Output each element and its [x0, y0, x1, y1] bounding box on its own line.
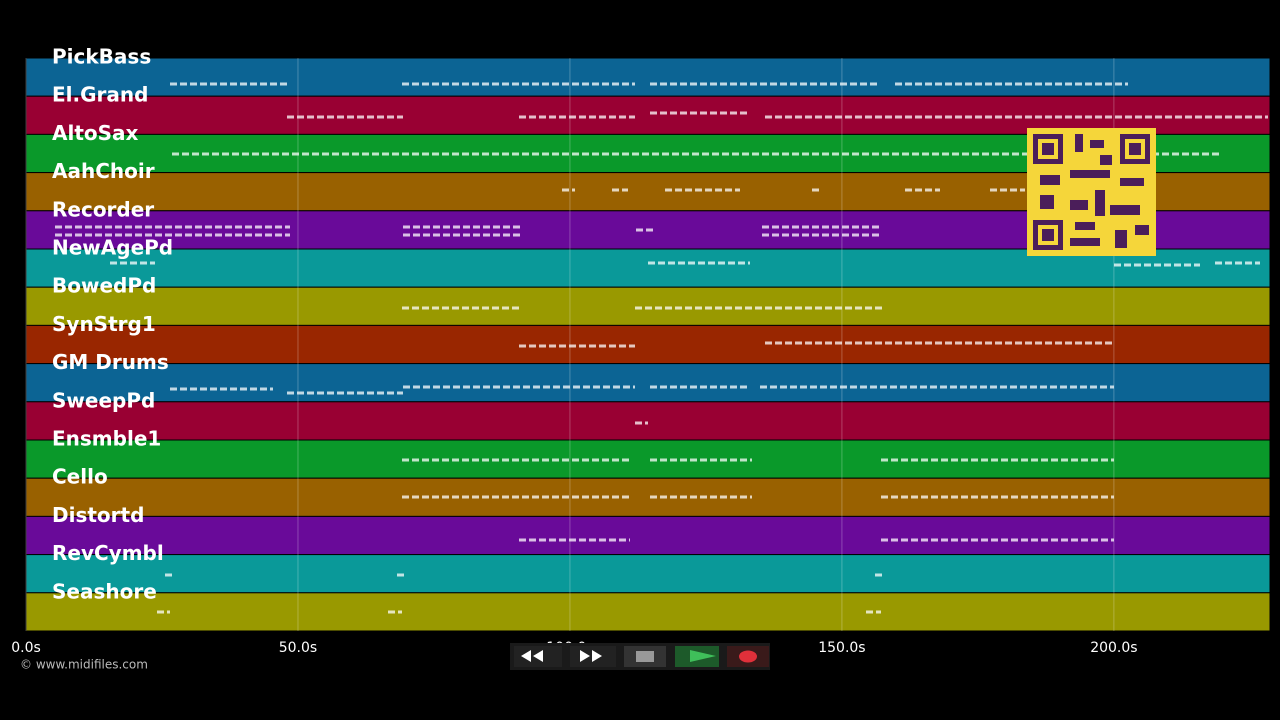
x-tick-label: 0.0s — [11, 640, 41, 656]
track-name: AltoSax — [52, 121, 139, 145]
x-tick-label: 50.0s — [279, 640, 317, 656]
track-name: RevCymbl — [52, 541, 164, 565]
track-name: GM Drums — [52, 350, 169, 374]
track-name: El.Grand — [52, 83, 148, 107]
notes — [55, 82, 1268, 614]
track-row — [25, 592, 1271, 632]
track-row — [25, 363, 1271, 403]
track-row — [25, 57, 1271, 97]
track-name: AahChoir — [52, 159, 155, 183]
track-name: Seashore — [52, 579, 157, 603]
grid — [25, 58, 1115, 631]
track-name: NewAgePd — [52, 236, 173, 260]
play-button[interactable] — [675, 646, 719, 667]
track-row — [25, 324, 1271, 365]
track-name: Ensmble1 — [52, 427, 161, 451]
track-labels: PickBass El.Grand AltoSax AahChoir Recorder N… — [52, 45, 173, 604]
stop-button[interactable] — [624, 646, 666, 667]
track-row — [25, 554, 1271, 594]
track-name: Distortd — [52, 503, 144, 527]
track-row — [25, 515, 1271, 556]
track-row — [25, 286, 1271, 326]
forward-button[interactable] — [570, 646, 616, 667]
x-tick-label: 150.0s — [818, 640, 865, 656]
track-name: Recorder — [52, 197, 154, 221]
track-name: PickBass — [52, 45, 151, 69]
x-tick-label: 200.0s — [1090, 640, 1137, 656]
qr-code — [1027, 128, 1156, 256]
record-button[interactable] — [727, 646, 769, 667]
transport-controls — [510, 643, 770, 670]
rewind-button[interactable] — [514, 646, 562, 667]
track-name: BowedPd — [52, 274, 156, 298]
track-name: SweepPd — [52, 388, 155, 412]
track-row — [25, 401, 1271, 441]
track-name: SynStrg1 — [52, 312, 156, 336]
copyright: © www.midifiles.com — [20, 658, 148, 672]
track-name: Cello — [52, 465, 108, 489]
